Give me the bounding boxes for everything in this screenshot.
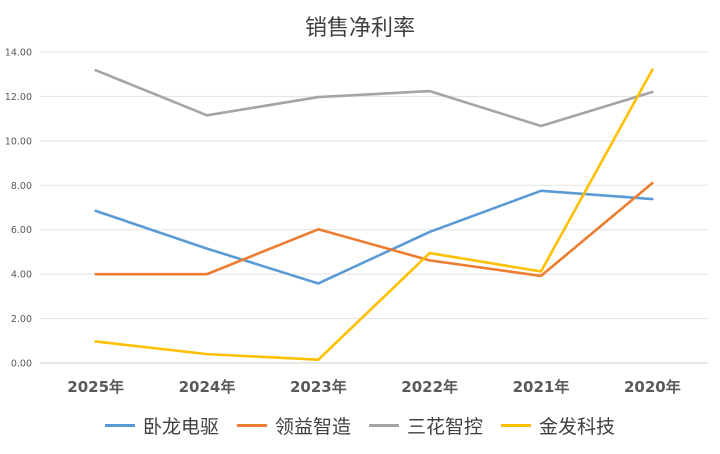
legend-item: 卧龙电驱 <box>104 412 219 439</box>
x-tick-label: 2022年 <box>401 378 458 396</box>
y-tick-label: 0.00 <box>11 359 32 370</box>
legend-swatch <box>104 424 135 427</box>
x-tick-label: 2020年 <box>624 378 681 396</box>
legend-item: 金发科技 <box>501 412 615 439</box>
legend-item: 领益智造 <box>236 412 351 439</box>
y-axis: 0.00 2.00 4.00 6.00 8.00 10.00 12.00 14.00 <box>5 48 32 370</box>
gridlines <box>40 51 708 364</box>
y-tick-label: 8.00 <box>11 181 32 192</box>
legend-swatch <box>236 424 267 427</box>
chart-title: 销售净利率 <box>304 16 415 41</box>
y-tick-label: 14.00 <box>5 48 32 59</box>
legend-label: 卧龙电驱 <box>142 416 219 438</box>
x-tick-label: 2023年 <box>290 378 347 396</box>
series-line <box>94 189 654 285</box>
x-tick-label: 2025年 <box>67 378 124 396</box>
x-tick-label: 2021年 <box>513 378 570 396</box>
x-axis: 2025年 2024年 2023年 2022年 2021年 2020年 <box>67 378 680 396</box>
legend-label: 金发科技 <box>539 416 616 438</box>
series-line <box>94 68 654 128</box>
y-tick-label: 12.00 <box>5 92 32 103</box>
legend-label: 三花智控 <box>407 416 484 438</box>
legend-label: 领益智造 <box>274 416 351 438</box>
y-tick-label: 6.00 <box>11 225 32 236</box>
series-line <box>94 68 654 361</box>
legend-item: 三花智控 <box>369 412 483 439</box>
legend: 卧龙电驱 领益智造 三花智控 金发科技 <box>0 412 720 439</box>
x-tick-label: 2024年 <box>179 378 236 396</box>
legend-swatch <box>369 424 399 427</box>
y-tick-label: 4.00 <box>11 270 32 281</box>
y-tick-label: 2.00 <box>11 314 32 325</box>
y-tick-label: 10.00 <box>5 136 32 147</box>
legend-swatch <box>501 424 532 427</box>
series-lines <box>94 68 654 361</box>
series-line <box>94 181 654 278</box>
